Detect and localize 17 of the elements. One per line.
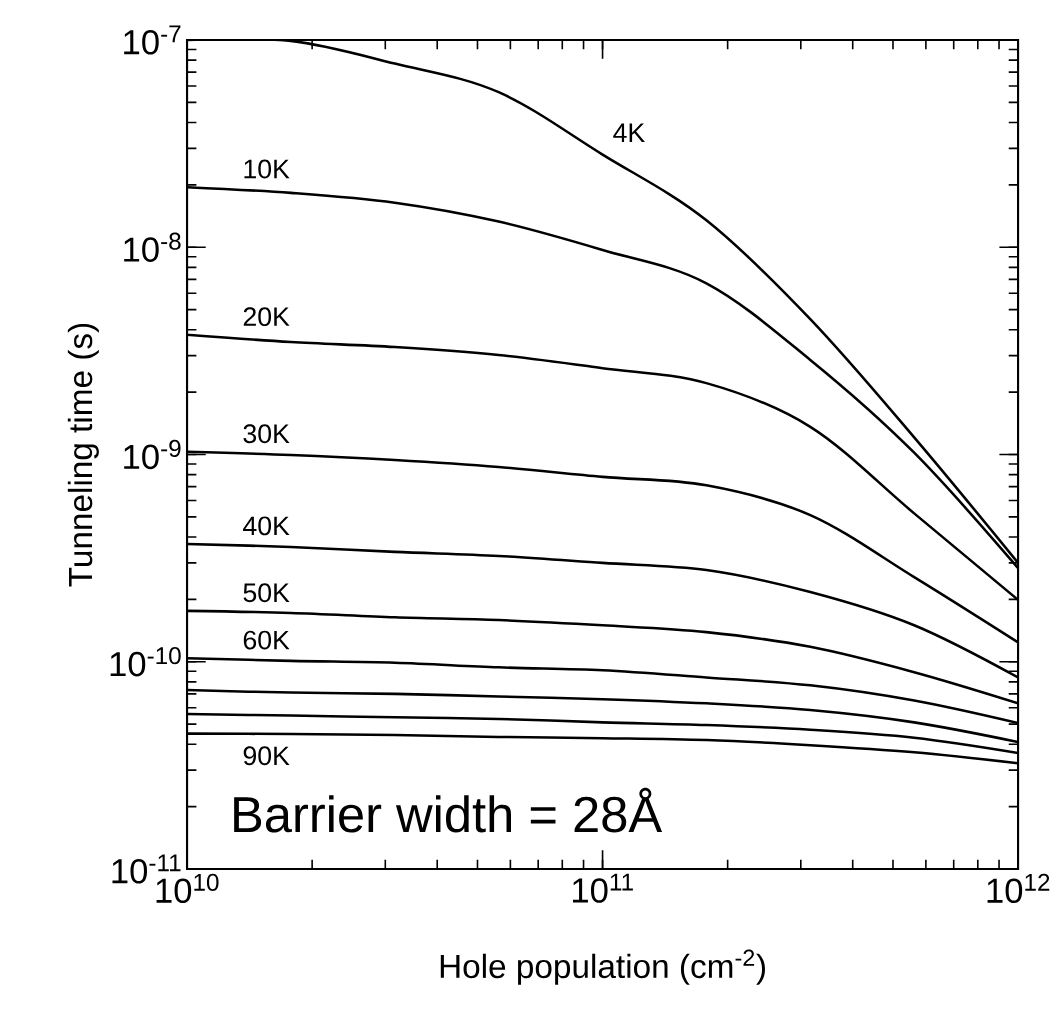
y-tick-label: 10$^{-7}$ [124, 25, 181, 55]
legend-label: 90K [243, 746, 290, 766]
y-tick-label: 10$^{-9}$ [124, 439, 181, 470]
x-tick-label: 10$^{12}$ [987, 873, 1050, 904]
annotation: Barrier width = 28Å [234, 787, 663, 833]
y-tick-label: 10$^{-10}$ [110, 647, 181, 677]
y-tick-label: 10$^{-8}$ [124, 232, 181, 262]
series-label: 4K [613, 123, 645, 142]
x-tick-label: 10$^{11}$ [572, 873, 633, 903]
y-axis-title: Tunneling time (s) [67, 323, 99, 587]
legend-label: 40K [243, 516, 290, 536]
legend-label: 20K [243, 307, 290, 327]
legend-label: 50K [243, 583, 290, 603]
legend-label: 10K [244, 159, 290, 179]
series-label: 60K [243, 630, 290, 650]
series-label: 30K [243, 424, 290, 444]
x-axis-title: Hole population (cm$^{-2}$) [440, 949, 765, 985]
